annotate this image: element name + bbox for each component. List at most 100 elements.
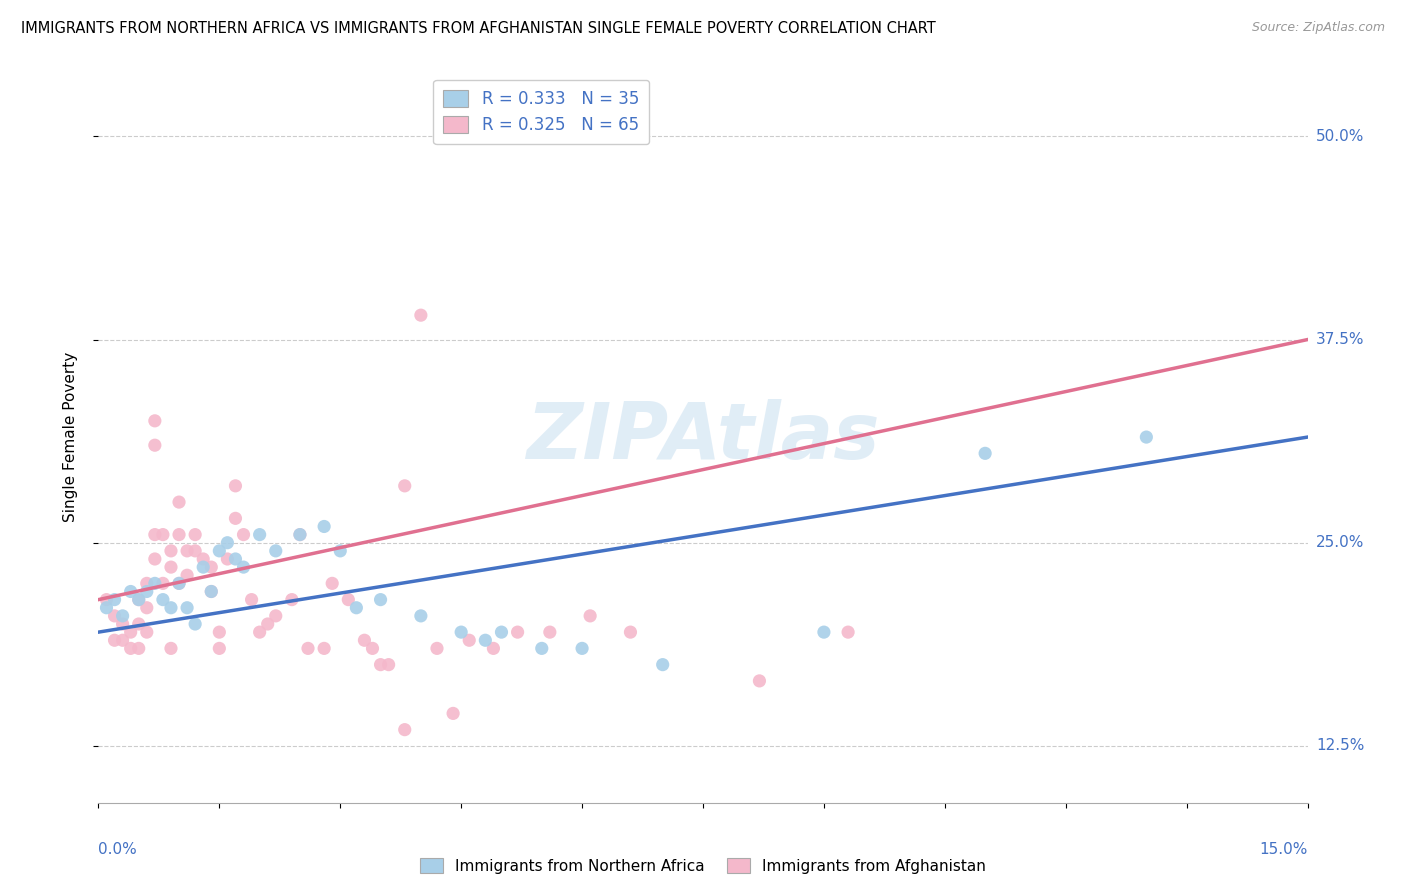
Point <box>314 519 336 533</box>
Point <box>128 592 150 607</box>
Point <box>200 584 222 599</box>
Point <box>813 625 835 640</box>
Point <box>167 576 190 591</box>
Point <box>120 641 142 656</box>
Point <box>143 438 166 452</box>
Point <box>167 495 190 509</box>
Point <box>217 535 239 549</box>
Point <box>232 527 254 541</box>
Point <box>135 584 157 599</box>
Point <box>160 544 183 558</box>
Point <box>135 625 157 640</box>
Point <box>361 641 384 656</box>
Point <box>111 617 134 632</box>
Text: 25.0%: 25.0% <box>1316 535 1364 550</box>
Point <box>249 527 271 541</box>
Point <box>281 592 304 607</box>
Point <box>160 560 183 574</box>
Point <box>152 576 174 591</box>
Text: 37.5%: 37.5% <box>1316 332 1364 347</box>
Point <box>128 617 150 632</box>
Point <box>167 527 190 541</box>
Point <box>748 673 770 688</box>
Point <box>135 600 157 615</box>
Point <box>409 608 432 623</box>
Point <box>217 552 239 566</box>
Point <box>370 657 392 672</box>
Point <box>264 608 287 623</box>
Point <box>103 592 125 607</box>
Point <box>224 479 246 493</box>
Point <box>193 552 215 566</box>
Point <box>184 527 207 541</box>
Point <box>491 625 513 640</box>
Point <box>837 625 859 640</box>
Point <box>135 576 157 591</box>
Legend: Immigrants from Northern Africa, Immigrants from Afghanistan: Immigrants from Northern Africa, Immigra… <box>413 852 993 880</box>
Point <box>249 625 271 640</box>
Point <box>426 641 449 656</box>
Point <box>103 633 125 648</box>
Point <box>193 560 215 574</box>
Point <box>344 600 367 615</box>
Point <box>232 560 254 574</box>
Text: Source: ZipAtlas.com: Source: ZipAtlas.com <box>1251 21 1385 34</box>
Text: IMMIGRANTS FROM NORTHERN AFRICA VS IMMIGRANTS FROM AFGHANISTAN SINGLE FEMALE POV: IMMIGRANTS FROM NORTHERN AFRICA VS IMMIG… <box>21 21 936 36</box>
Point <box>240 592 263 607</box>
Point <box>297 641 319 656</box>
Point <box>506 625 529 640</box>
Point <box>377 657 399 672</box>
Point <box>200 560 222 574</box>
Point <box>288 527 311 541</box>
Point <box>482 641 505 656</box>
Point <box>288 527 311 541</box>
Point <box>167 576 190 591</box>
Point <box>152 592 174 607</box>
Point <box>184 617 207 632</box>
Point <box>143 527 166 541</box>
Point <box>370 592 392 607</box>
Text: 15.0%: 15.0% <box>1260 842 1308 856</box>
Point <box>571 641 593 656</box>
Point <box>337 592 360 607</box>
Point <box>111 633 134 648</box>
Point <box>329 544 352 558</box>
Point <box>111 608 134 623</box>
Point <box>458 633 481 648</box>
Point <box>530 641 553 656</box>
Point <box>450 625 472 640</box>
Point <box>152 527 174 541</box>
Text: 12.5%: 12.5% <box>1316 739 1364 754</box>
Point <box>208 544 231 558</box>
Point <box>441 706 464 721</box>
Point <box>224 552 246 566</box>
Point <box>256 617 278 632</box>
Point <box>176 600 198 615</box>
Point <box>579 608 602 623</box>
Point <box>264 544 287 558</box>
Point <box>176 544 198 558</box>
Point <box>321 576 343 591</box>
Point <box>409 308 432 322</box>
Point <box>224 511 246 525</box>
Point <box>538 625 561 640</box>
Point <box>176 568 198 582</box>
Point <box>394 479 416 493</box>
Point <box>143 414 166 428</box>
Point <box>128 641 150 656</box>
Point <box>143 552 166 566</box>
Point <box>651 657 673 672</box>
Point <box>394 723 416 737</box>
Point <box>208 625 231 640</box>
Point <box>128 592 150 607</box>
Point <box>96 600 118 615</box>
Point <box>184 544 207 558</box>
Point <box>96 592 118 607</box>
Point <box>619 625 641 640</box>
Point <box>314 641 336 656</box>
Point <box>200 584 222 599</box>
Point <box>143 576 166 591</box>
Point <box>974 446 997 460</box>
Text: ZIPAtlas: ZIPAtlas <box>526 399 880 475</box>
Text: 50.0%: 50.0% <box>1316 128 1364 144</box>
